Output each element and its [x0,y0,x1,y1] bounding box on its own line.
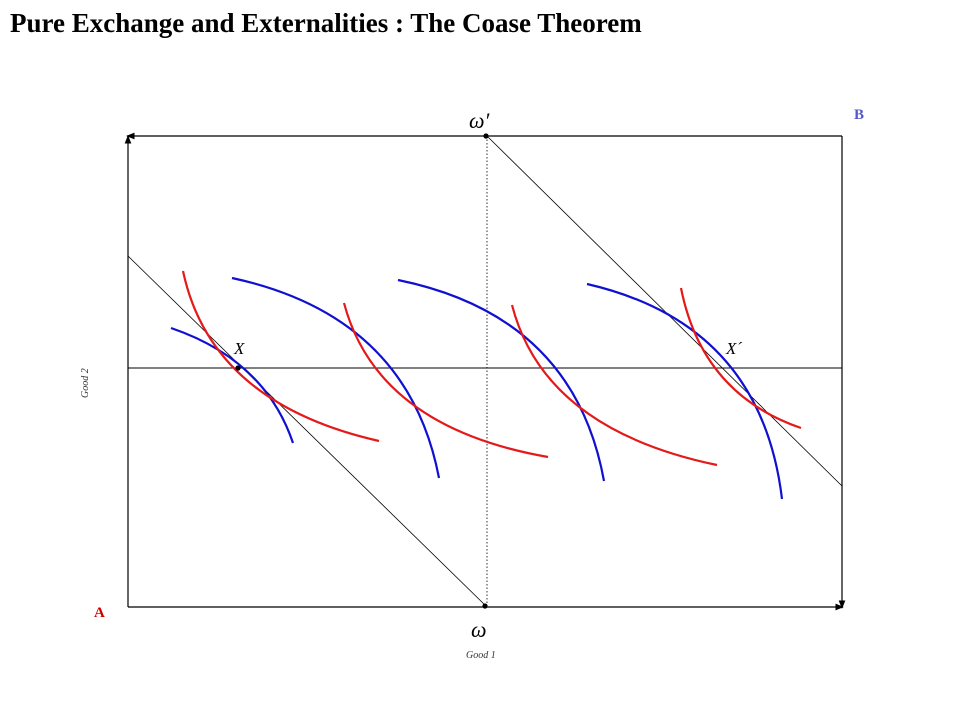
omega-prime-label: ω′ [469,108,491,133]
omega-label: ω [471,617,487,642]
a-indifference-curve-4 [679,287,802,430]
a-indifference-curve-1 [181,270,380,443]
x-prime-label: X´ [725,339,742,358]
b-indifference-curves [170,276,784,500]
budget-line-omega [127,255,488,608]
a-indifference-curves [181,270,802,467]
omega-point [482,603,488,609]
b-indifference-curve-4 [586,282,784,500]
corner-a-label: A [94,605,105,621]
x-label: X [233,339,245,358]
b-indifference-curve-3 [397,278,606,482]
b-indifference-curve-1 [170,326,295,444]
omega-prime-point [483,133,489,139]
x-point [235,365,241,371]
corner-b-label: B [854,107,864,123]
good2-axis-label: Good 2 [80,368,91,398]
good1-axis-label: Good 1 [466,650,496,661]
budget-line-omega-prime [486,135,843,487]
a-indifference-curve-3 [510,304,718,467]
a-indifference-curve-2 [342,302,549,459]
page-title: Pure Exchange and Externalities : The Co… [10,8,642,38]
b-indifference-curve-2 [231,276,441,479]
